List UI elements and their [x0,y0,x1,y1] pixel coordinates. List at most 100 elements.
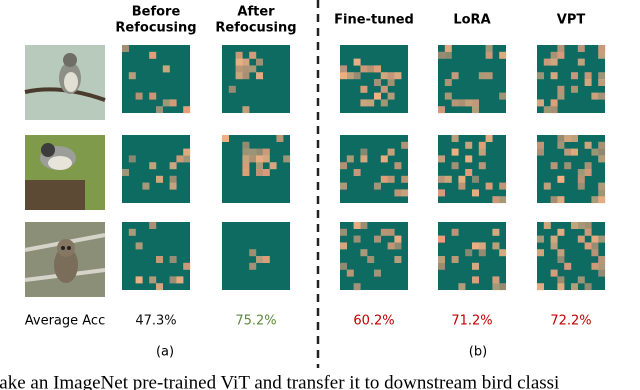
heat-cell [543,222,551,229]
heat-cell [537,72,544,80]
heat-cell [360,65,368,73]
heat-cell [438,155,445,163]
heat-cell [444,175,452,183]
heat-cell [550,235,558,243]
heat-cell [465,141,473,149]
accuracy: 72.2% [550,314,591,329]
heat-cell [499,249,507,257]
heat-cell [387,228,395,236]
heat-cell [228,85,236,93]
accuracy: 75.2% [235,314,276,329]
heat-cell [444,79,452,86]
heat-cell [346,269,354,277]
heat-cell [571,72,578,80]
heat-cell [550,51,558,59]
heat-cell [387,72,395,80]
heat-cell [543,58,551,66]
heat-cell [485,51,493,59]
heat-cell [550,242,558,250]
heat-cell [591,196,599,204]
heat-cell [478,148,486,156]
heat-cell [591,249,599,257]
heat-cell [438,175,445,183]
heat-cell [584,242,592,250]
heat-cell [262,148,270,156]
heat-cell [128,155,136,163]
heat-cell [492,228,500,236]
heat-cell [478,141,486,149]
heat-cell [472,106,479,114]
heat-cell [380,175,388,183]
column-header: Fine-tuned [334,13,414,28]
heat-cell [584,162,592,170]
heat-cell [242,58,250,66]
heat-cell [598,155,606,163]
heat-cell [492,283,500,291]
heat-cell [598,79,606,86]
heat-cell [135,242,143,250]
heat-cell [550,72,558,80]
heat-cell [543,182,551,190]
heat-cell [444,92,452,100]
heat-cell [340,182,347,190]
heat-cell [222,135,229,142]
heat-cell [451,72,459,80]
heat-cell [499,51,507,59]
heat-cell [598,269,606,277]
heat-cell [557,92,565,100]
heat-cell [142,182,150,190]
heat-cell [478,242,486,250]
heat-cell [262,155,270,163]
heat-cell [571,283,578,291]
heat-cell [598,262,606,270]
heat-cell [598,182,606,190]
heat-cell [458,175,466,183]
heat-cell [149,92,157,100]
heat-cell [577,169,585,176]
heat-cell [262,256,270,263]
heat-cell [380,155,388,163]
heat-cell [550,196,558,204]
heat-cell [235,65,243,73]
heat-cell [242,155,250,163]
heat-cell [249,155,257,163]
heat-cell [269,162,277,170]
heat-cell [584,222,592,229]
heat-cell [564,262,572,270]
heat-cell [550,269,558,277]
heat-cell [584,228,592,236]
heat-cell [472,175,479,183]
column-header: VPT [557,13,586,28]
heat-cell [374,79,381,86]
heat-cell [353,283,361,291]
heat-cell [256,148,263,156]
heat-cell [135,276,143,284]
heat-cell [262,169,270,176]
heat-cell [387,79,395,86]
heat-cell [135,92,143,100]
heat-cell [169,99,177,107]
heat-cell [577,276,585,284]
heat-cell [256,58,263,66]
heat-cell [380,228,388,236]
heat-cell [472,242,479,250]
heat-cell [401,141,409,149]
heat-cell [360,85,368,93]
column-header: After [237,5,275,20]
heat-cell [458,283,466,291]
heat-cell [478,72,486,80]
heat-cell [472,276,479,284]
heat-cell [571,148,578,156]
heat-cell [591,92,599,100]
heat-cell [367,65,375,73]
heat-cell [353,222,361,229]
heat-cell [537,283,544,291]
heat-cell [394,256,402,263]
heat-cell [256,256,263,263]
heat-cell [249,262,257,270]
heat-cell [557,141,565,149]
heat-cell [584,169,592,176]
heat-cell [598,196,606,204]
heat-cell [367,99,375,107]
accuracy: 60.2% [353,314,394,329]
